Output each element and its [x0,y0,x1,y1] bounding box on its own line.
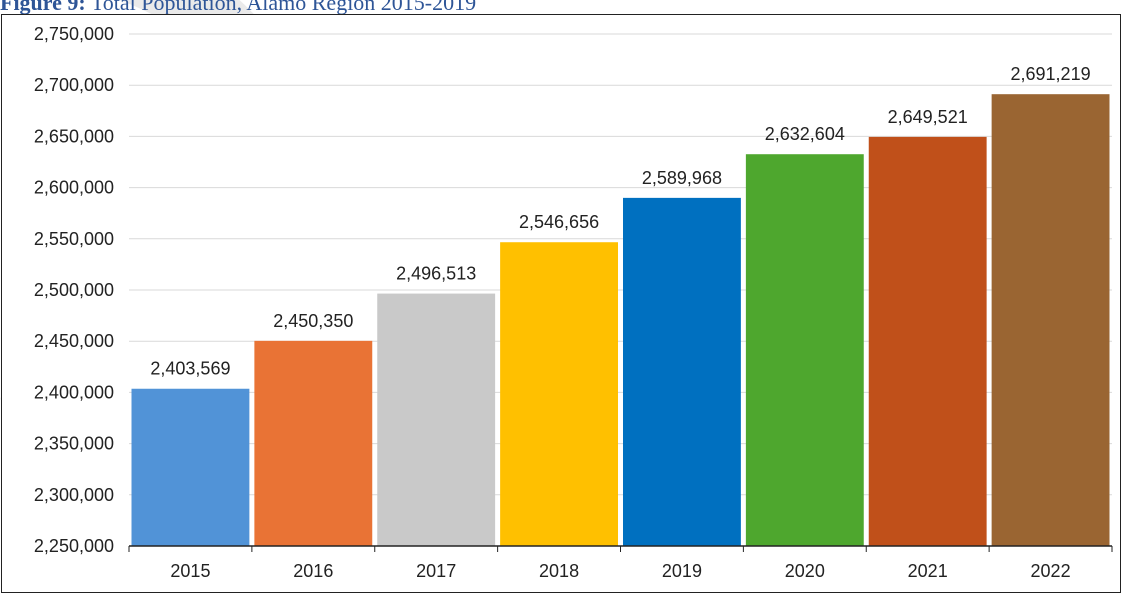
bar-2020 [745,154,864,546]
bar-2017 [377,293,496,546]
data-label: 2,496,513 [396,264,476,284]
data-label: 2,589,968 [642,168,722,188]
y-tick-label: 2,650,000 [34,126,114,146]
x-tick-label: 2022 [1031,561,1071,581]
bar-2018 [500,242,618,547]
x-tick-label: 2015 [170,561,210,581]
y-tick-label: 2,600,000 [34,178,114,198]
y-tick-label: 2,300,000 [34,485,114,505]
data-label: 2,649,521 [888,107,968,127]
x-tick-label: 2017 [416,561,456,581]
y-tick-label: 2,450,000 [34,331,114,351]
figure-caption: Figure 9: Total Population, Alamo Region… [0,0,476,15]
x-tick-label: 2018 [539,561,579,581]
bar-2015 [131,388,250,546]
y-tick-label: 2,400,000 [34,382,114,402]
data-label: 2,546,656 [519,212,599,232]
bar-2021 [868,136,987,546]
y-tick-label: 2,750,000 [34,24,114,44]
bar-2022 [991,94,1110,546]
x-tick-label: 2021 [908,561,948,581]
figure-number: Figure 9: [0,0,86,15]
bar-2016 [254,340,373,546]
y-tick-label: 2,700,000 [34,75,114,95]
y-tick-label: 2,550,000 [34,229,114,249]
y-tick-label: 2,350,000 [34,434,114,454]
x-tick-label: 2016 [293,561,333,581]
figure-title: Total Population, Alamo Region 2015-2019 [90,0,477,15]
x-tick-label: 2020 [785,561,825,581]
data-label: 2,691,219 [1011,64,1091,84]
data-label: 2,403,569 [150,359,230,379]
chart-frame: 2,250,000 2,300,000 2,350,000 2,400,000 2,45… [1,14,1121,593]
x-tick-label: 2019 [662,561,702,581]
bar-2019 [623,197,741,546]
y-tick-label: 2,250,000 [34,536,114,556]
data-label: 2,450,350 [273,311,353,331]
bar-chart: 2,250,000 2,300,000 2,350,000 2,400,000 2,45… [34,24,1113,581]
y-tick-label: 2,500,000 [34,280,114,300]
data-label: 2,632,604 [765,124,845,144]
